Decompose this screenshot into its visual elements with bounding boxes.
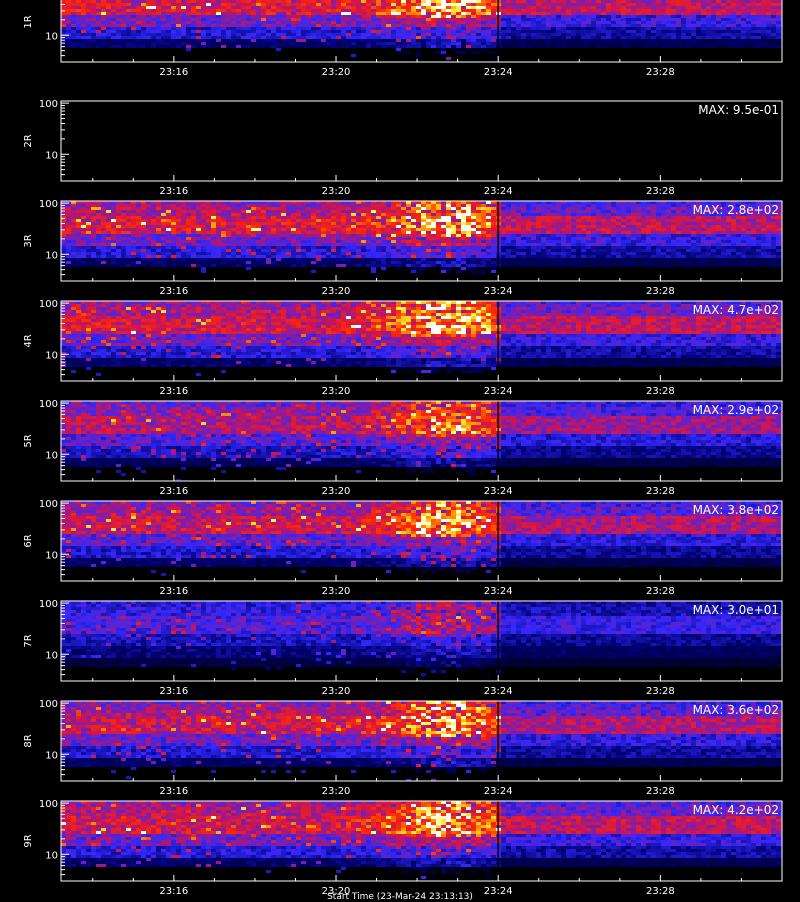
y-tick-label: 10 bbox=[45, 31, 58, 42]
x-tick-label: 23:20 bbox=[322, 186, 351, 197]
y-tick-label: 10 bbox=[45, 450, 58, 461]
y-tick-label: 10 bbox=[45, 250, 58, 261]
x-tick-label: 23:20 bbox=[322, 586, 351, 597]
x-tick-label: 23:16 bbox=[159, 486, 188, 497]
x-tick-label: 23:24 bbox=[484, 586, 513, 597]
max-label: MAX: 4.7e+02 bbox=[693, 303, 779, 317]
x-tick-label: 23:28 bbox=[646, 186, 675, 197]
x-tick-label: 23:28 bbox=[646, 386, 675, 397]
x-tick-label: 23:16 bbox=[159, 686, 188, 697]
x-tick-label: 23:20 bbox=[322, 386, 351, 397]
y-axis-label: 7R bbox=[23, 634, 34, 647]
x-axis-caption: Start Time (23-Mar-24 23:13:13) bbox=[0, 893, 800, 902]
x-tick-label: 23:16 bbox=[159, 286, 188, 297]
x-tick-label: 23:24 bbox=[484, 186, 513, 197]
y-axis-label: 4R bbox=[23, 334, 34, 347]
x-tick-label: 23:20 bbox=[322, 686, 351, 697]
y-tick-label: 100 bbox=[39, 199, 58, 210]
x-tick-label: 23:24 bbox=[484, 286, 513, 297]
x-tick-label: 23:20 bbox=[322, 286, 351, 297]
max-label: MAX: 3.6e+02 bbox=[693, 703, 779, 717]
x-tick-label: 23:24 bbox=[484, 486, 513, 497]
panel-4R: 10 100 23:16 23:20 23:24 23:28 4R MAX: 4.7e+02 bbox=[23, 299, 786, 397]
y-axis-label: 1R bbox=[23, 15, 34, 28]
y-tick-label: 10 bbox=[45, 850, 58, 861]
y-tick-label: 100 bbox=[39, 299, 58, 310]
x-tick-label: 23:16 bbox=[159, 186, 188, 197]
y-axis-label: 3R bbox=[23, 234, 34, 247]
max-label: MAX: 9.5e-01 bbox=[698, 103, 779, 117]
y-tick-label: 100 bbox=[39, 399, 58, 410]
x-tick-label: 23:20 bbox=[322, 67, 351, 78]
plot-area bbox=[61, 101, 782, 181]
max-label: MAX: 2.8e+02 bbox=[693, 203, 779, 217]
y-tick-label: 10 bbox=[45, 550, 58, 561]
x-tick-label: 23:28 bbox=[646, 486, 675, 497]
y-tick-label: 100 bbox=[39, 799, 58, 810]
x-tick-label: 23:16 bbox=[159, 67, 188, 78]
x-tick-label: 23:28 bbox=[646, 67, 675, 78]
x-tick-label: 23:16 bbox=[159, 786, 188, 797]
x-tick-label: 23:28 bbox=[646, 686, 675, 697]
y-tick-label: 10 bbox=[45, 750, 58, 761]
y-tick-label: 100 bbox=[39, 499, 58, 510]
x-tick-label: 23:24 bbox=[484, 786, 513, 797]
panel-7R: 10 100 23:16 23:20 23:24 23:28 7R MAX: 3.0e+01 bbox=[23, 599, 786, 697]
y-axis-label: 5R bbox=[23, 434, 34, 447]
max-label: MAX: 3.8e+02 bbox=[693, 503, 779, 517]
x-tick-label: 23:24 bbox=[484, 67, 513, 78]
x-tick-label: 23:16 bbox=[159, 586, 188, 597]
panel-8R: 10 100 23:16 23:20 23:24 23:28 8R MAX: 3.6e+02 bbox=[23, 699, 786, 797]
panel-5R: 10 100 23:16 23:20 23:24 23:28 5R MAX: 2.9e+02 bbox=[23, 399, 786, 497]
y-axis-label: 9R bbox=[23, 834, 34, 847]
y-axis-label: 6R bbox=[23, 534, 34, 547]
max-label: MAX: 3.0e+01 bbox=[693, 603, 779, 617]
max-label: MAX: 2.9e+02 bbox=[693, 403, 779, 417]
panel-3R: 10 100 23:16 23:20 23:24 23:28 3R MAX: 2.8e+02 bbox=[23, 199, 786, 297]
y-tick-label: 10 bbox=[45, 150, 58, 161]
x-tick-label: 23:24 bbox=[484, 386, 513, 397]
x-tick-label: 23:28 bbox=[646, 286, 675, 297]
x-tick-label: 23:28 bbox=[646, 786, 675, 797]
x-tick-label: 23:16 bbox=[159, 386, 188, 397]
max-label: MAX: 4.2e+02 bbox=[693, 803, 779, 817]
y-tick-label: 100 bbox=[39, 699, 58, 710]
x-tick-label: 23:24 bbox=[484, 686, 513, 697]
panel-2R: 10 100 23:16 23:20 23:24 23:28 2R MAX: 9.5e-01 bbox=[23, 99, 782, 197]
panel-6R: 10 100 23:16 23:20 23:24 23:28 6R MAX: 3.8e+02 bbox=[23, 499, 786, 597]
y-axis-label: 8R bbox=[23, 734, 34, 747]
y-tick-label: 100 bbox=[39, 99, 58, 110]
x-tick-label: 23:20 bbox=[322, 486, 351, 497]
y-axis-label: 2R bbox=[23, 134, 34, 147]
x-tick-label: 23:20 bbox=[322, 786, 351, 797]
y-tick-label: 100 bbox=[39, 599, 58, 610]
y-tick-label: 10 bbox=[45, 650, 58, 661]
y-tick-label: 10 bbox=[45, 350, 58, 361]
x-tick-label: 23:28 bbox=[646, 586, 675, 597]
